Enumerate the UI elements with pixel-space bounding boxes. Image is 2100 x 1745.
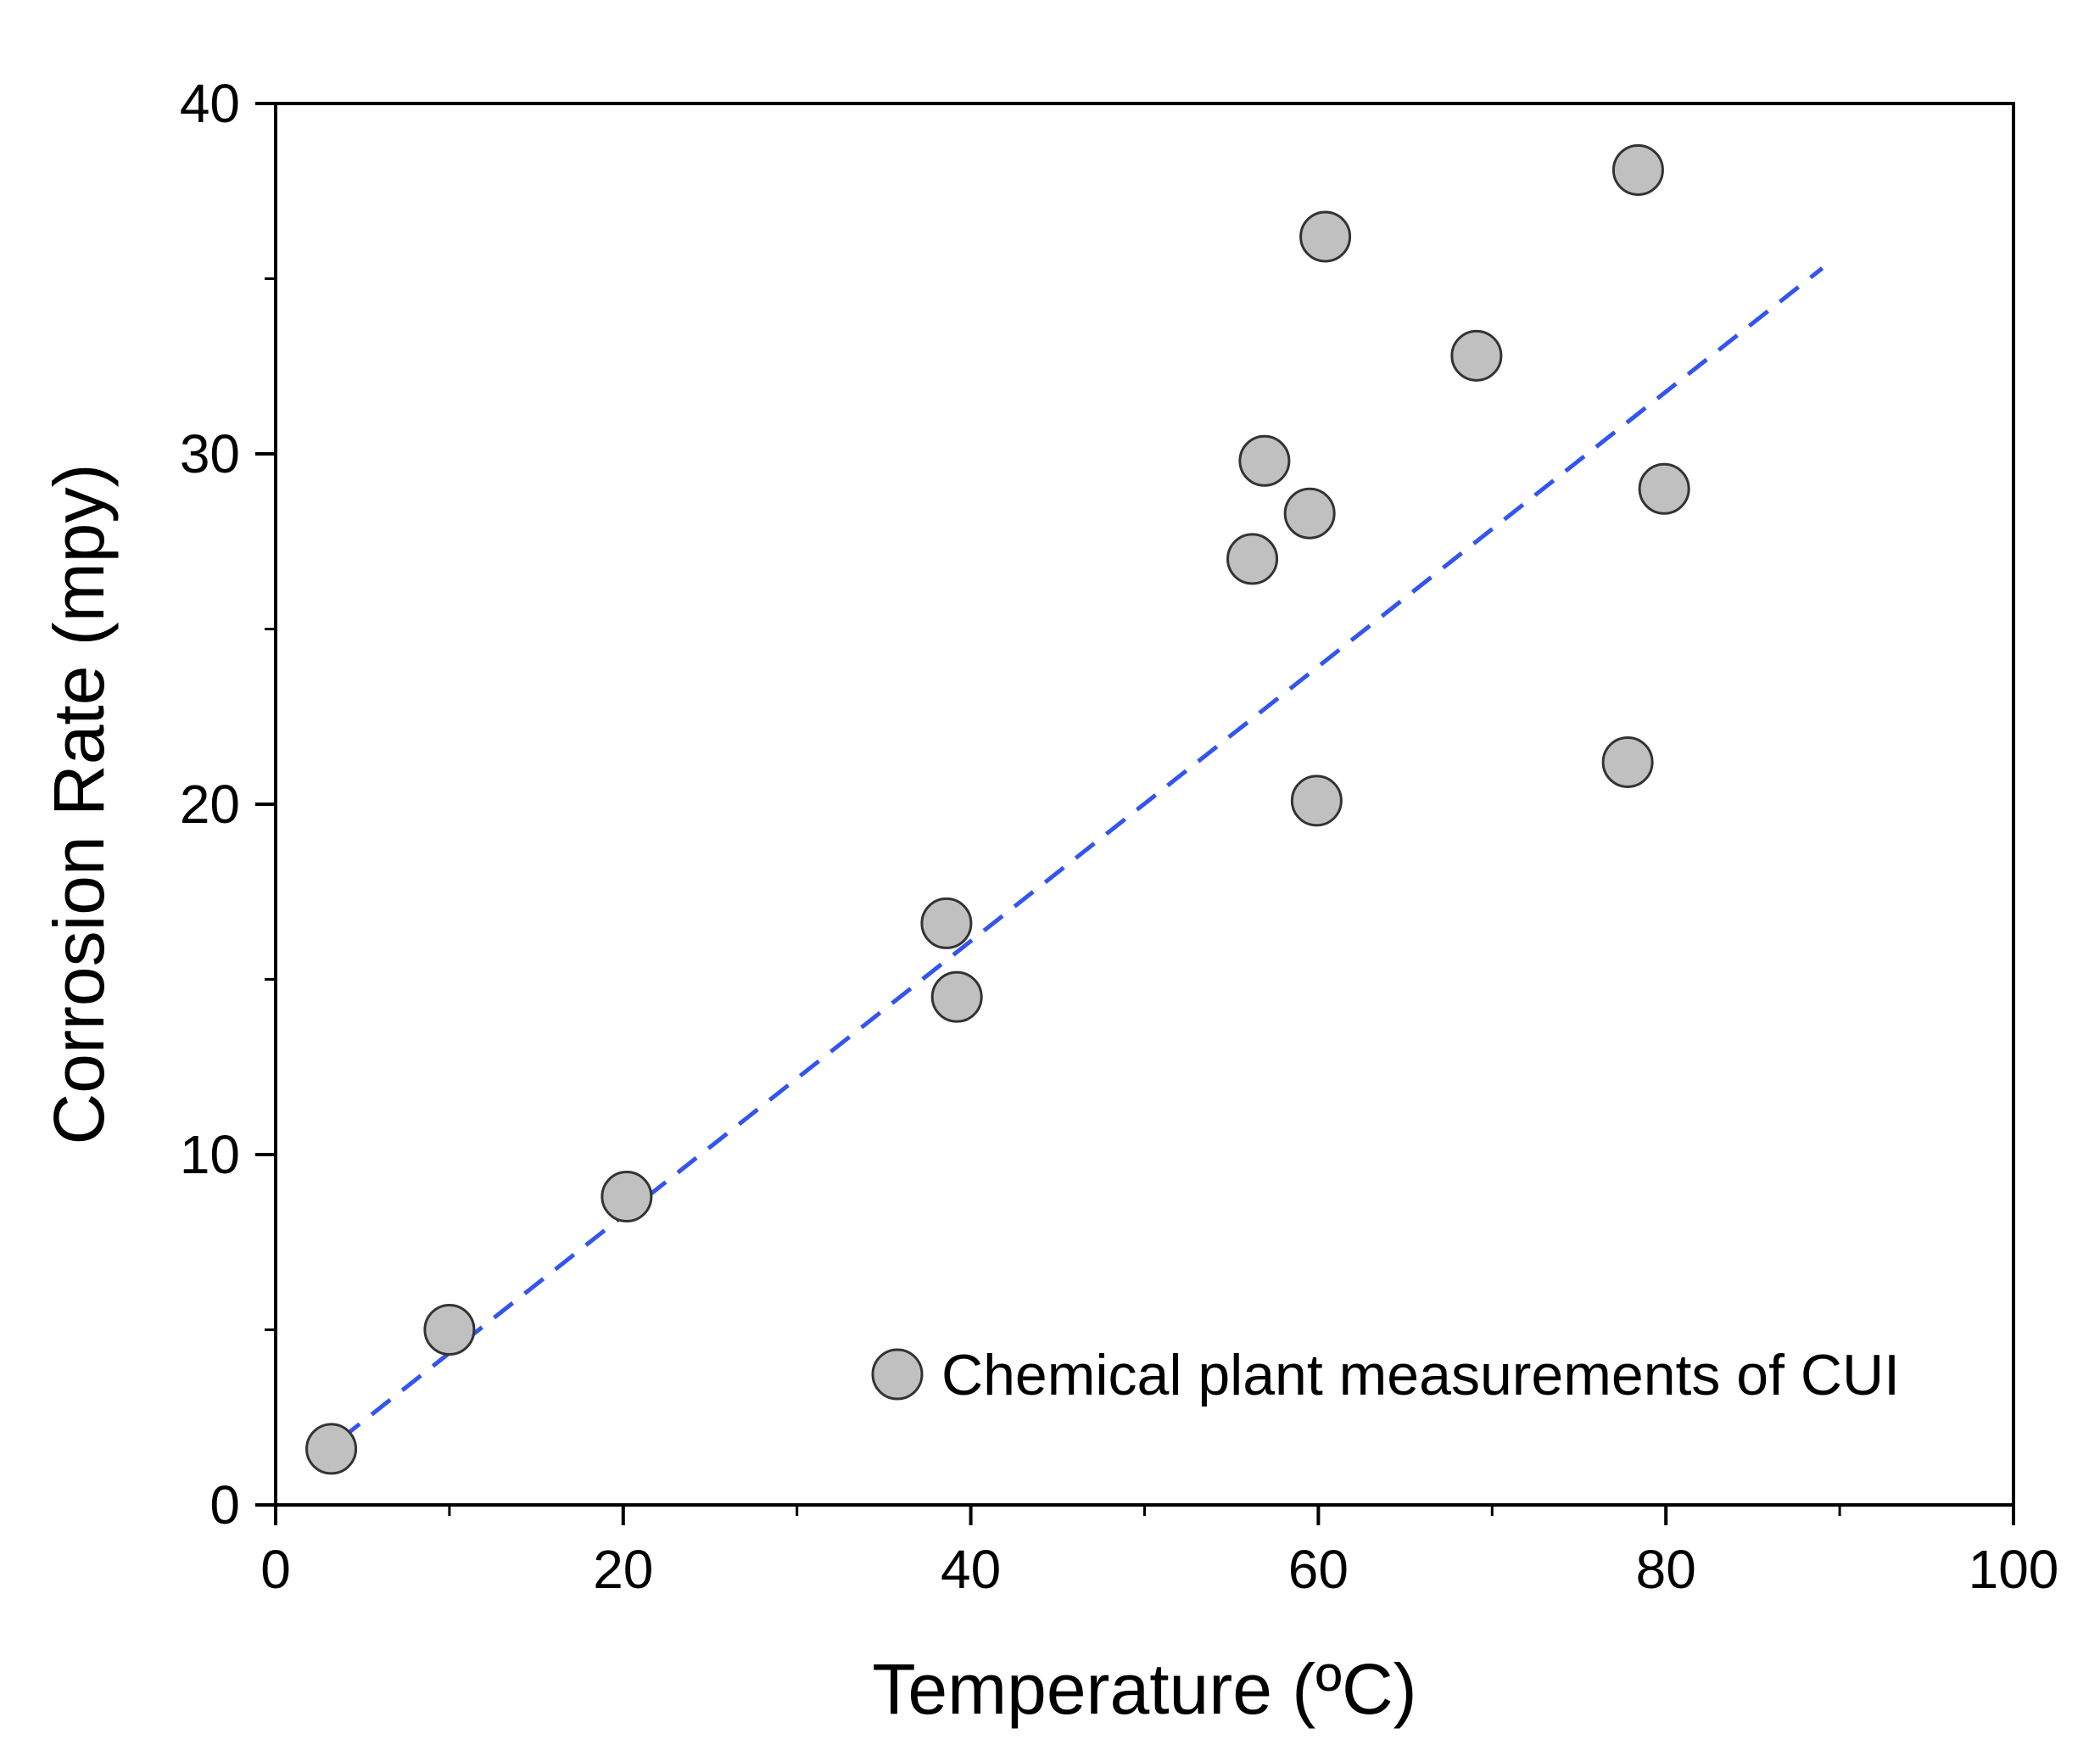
data-point	[1638, 462, 1690, 515]
data-point	[920, 897, 973, 949]
data-point	[1450, 329, 1503, 382]
data-points	[305, 143, 1690, 1475]
plot-frame	[274, 102, 2015, 1507]
data-point	[1611, 143, 1664, 196]
y-axis-title: Corrosion Rate (mpy)	[39, 464, 119, 1145]
x-tick-label: 60	[1288, 1539, 1349, 1600]
x-tick-label: 0	[260, 1539, 291, 1600]
legend: Chemical plant measurements of CUI	[871, 1343, 1900, 1407]
legend-label: Chemical plant measurements of CUI	[941, 1343, 1900, 1407]
linear-fit-line	[309, 266, 1824, 1465]
y-tick-label: 20	[180, 774, 240, 835]
data-point	[600, 1171, 653, 1223]
y-tick-label: 10	[180, 1124, 240, 1185]
y-tick-label: 0	[209, 1474, 240, 1535]
fit-line-group	[309, 266, 1824, 1465]
data-point	[930, 970, 983, 1023]
y-tick-label: 30	[180, 423, 240, 484]
data-point	[423, 1304, 476, 1356]
x-tick-label: 20	[593, 1539, 653, 1600]
axis-ticks	[255, 102, 2015, 1525]
data-point	[1283, 487, 1336, 540]
data-point	[1238, 434, 1291, 487]
x-axis-title: Temperature (ºC)	[872, 1649, 1416, 1729]
legend-marker	[871, 1348, 924, 1401]
data-point	[305, 1423, 358, 1475]
x-tick-label: 40	[941, 1539, 1001, 1600]
data-point	[1226, 533, 1279, 585]
data-point	[1290, 775, 1343, 827]
x-tick-label: 80	[1636, 1539, 1696, 1600]
data-point	[1299, 210, 1352, 263]
tick-labels: 0 20 40 60 80 100 0 10 20 30 40	[180, 73, 2059, 1600]
data-point	[1601, 735, 1654, 788]
y-tick-label: 40	[180, 73, 240, 134]
x-tick-label: 100	[1969, 1539, 2059, 1600]
